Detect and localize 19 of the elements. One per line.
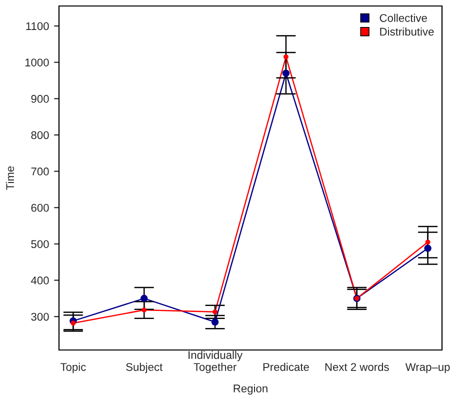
y-tick-label: 1100 — [26, 22, 49, 30]
y-tick-label: 700 — [31, 168, 49, 176]
y-axis-title: Time — [6, 166, 14, 190]
legend-label: Distributive — [380, 27, 434, 36]
x-tick-label: Next 2 words — [325, 362, 389, 371]
y-tick-label: 300 — [31, 312, 49, 321]
y-tick-label: 1000 — [25, 58, 49, 66]
y-tick-label: 400 — [30, 276, 49, 284]
y-tick-label: 800 — [31, 131, 49, 140]
x-tick-label: Subject — [126, 362, 163, 374]
y-tick-label: 500 — [31, 240, 49, 248]
x-axis-title: Region — [234, 384, 268, 395]
y-tick-label: 900 — [31, 94, 49, 103]
y-tick-label: 600 — [31, 204, 49, 212]
x-tick-label: Topic — [60, 362, 86, 374]
x-tick-label: Individually Together — [188, 350, 242, 374]
x-tick-label: Wrap–up — [405, 363, 450, 374]
legend-label: Collective — [380, 14, 427, 22]
x-tick-label: Predicate — [263, 362, 309, 371]
